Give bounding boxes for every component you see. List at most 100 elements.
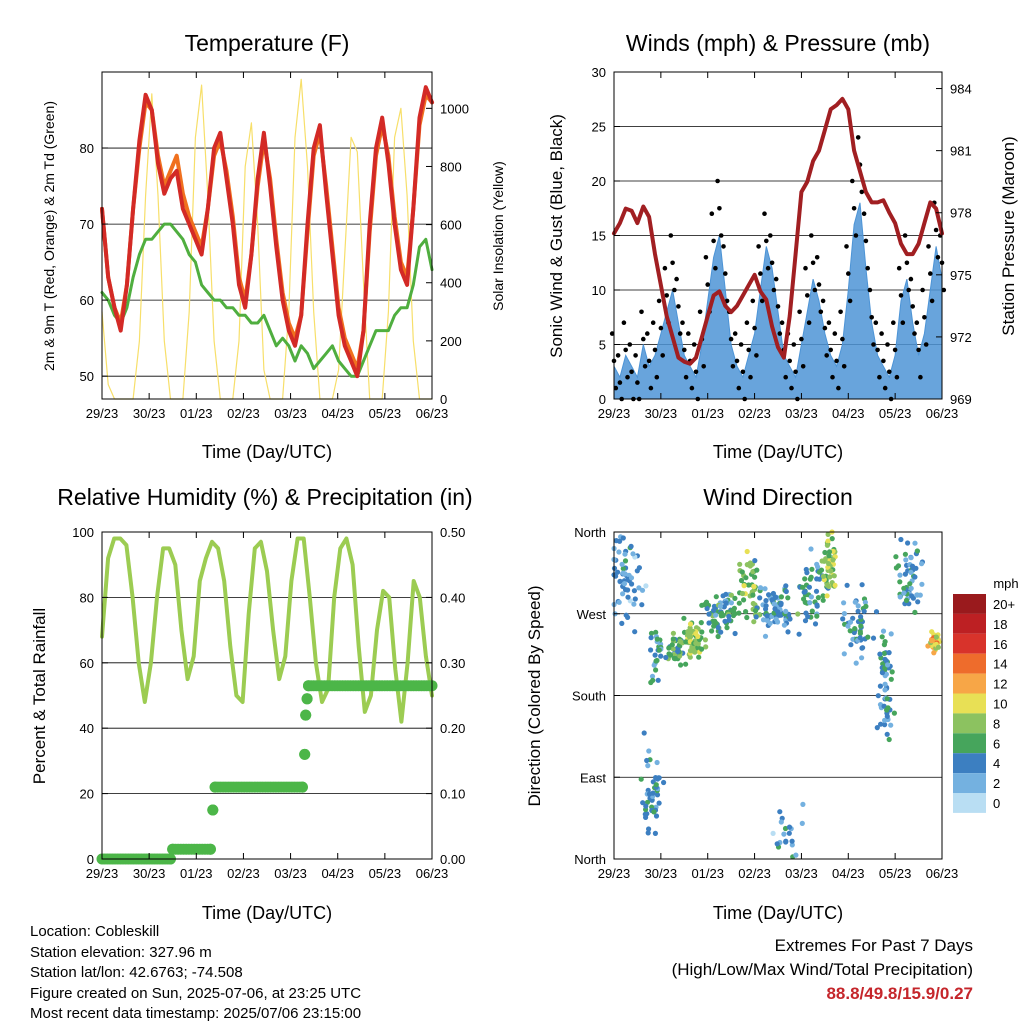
direction-point bbox=[643, 803, 649, 809]
x-tick-label: 05/23 bbox=[879, 866, 912, 881]
legend-swatch bbox=[953, 713, 986, 734]
x-tick-label: 01/23 bbox=[691, 866, 724, 881]
gust-point bbox=[689, 385, 695, 391]
direction-point bbox=[840, 616, 846, 622]
direction-point bbox=[789, 838, 795, 844]
station-elevation: Station elevation: 327.96 m bbox=[30, 943, 212, 961]
direction-point bbox=[908, 555, 914, 561]
legend-swatch bbox=[953, 793, 986, 813]
gust-point bbox=[711, 238, 716, 244]
gust-point bbox=[847, 298, 853, 304]
direction-point bbox=[781, 622, 788, 628]
direction-point bbox=[801, 596, 807, 602]
direction-point bbox=[620, 535, 626, 541]
direction-point bbox=[653, 658, 659, 664]
gust-point bbox=[656, 298, 662, 304]
y2-tick-label: 975 bbox=[950, 268, 972, 283]
direction-point bbox=[912, 574, 918, 580]
direction-point bbox=[695, 633, 701, 640]
gust-point bbox=[639, 309, 644, 315]
gust-point bbox=[822, 325, 828, 331]
legend-label: 2 bbox=[993, 776, 1000, 791]
direction-point bbox=[897, 579, 903, 585]
direction-point bbox=[778, 819, 784, 825]
direction-point bbox=[880, 628, 887, 634]
gust-point bbox=[613, 385, 619, 391]
temp-9m-line bbox=[100, 92, 434, 371]
direction-point bbox=[655, 677, 661, 683]
direction-point bbox=[783, 839, 789, 845]
direction-point bbox=[919, 581, 925, 587]
direction-point bbox=[762, 633, 769, 639]
direction-point bbox=[847, 628, 853, 634]
direction-point bbox=[723, 600, 729, 606]
y2-tick-label: 981 bbox=[950, 144, 972, 159]
direction-point bbox=[852, 599, 858, 605]
gust-point bbox=[824, 353, 829, 358]
x-tick-label: 05/23 bbox=[369, 406, 402, 421]
gust-point bbox=[844, 244, 849, 249]
direction-point bbox=[767, 620, 773, 626]
legend-swatch bbox=[953, 594, 986, 614]
direction-point bbox=[770, 590, 777, 597]
gust-point bbox=[836, 385, 841, 391]
gust-point bbox=[879, 331, 884, 336]
direction-point bbox=[881, 642, 888, 648]
gust-point bbox=[929, 298, 935, 304]
direction-point bbox=[728, 592, 735, 598]
direction-point bbox=[912, 540, 918, 546]
y2-tick-label: 984 bbox=[950, 82, 972, 97]
direction-point bbox=[743, 575, 749, 581]
direction-point bbox=[796, 631, 802, 637]
gust-point bbox=[885, 342, 890, 347]
direction-point bbox=[636, 565, 643, 571]
direction-point bbox=[825, 538, 831, 544]
gust-point bbox=[715, 178, 720, 184]
direction-point bbox=[898, 536, 904, 543]
direction-point bbox=[620, 591, 626, 597]
gust-point bbox=[764, 238, 769, 244]
gust-point bbox=[814, 254, 820, 260]
direction-point bbox=[699, 646, 705, 652]
direction-point bbox=[653, 667, 659, 673]
gust-point bbox=[635, 380, 640, 385]
gust-point bbox=[920, 287, 925, 293]
gust-point bbox=[896, 265, 902, 271]
direction-point bbox=[931, 650, 937, 656]
direction-point bbox=[873, 609, 880, 615]
direction-point bbox=[882, 717, 888, 724]
gust-point bbox=[754, 353, 759, 358]
direction-point bbox=[814, 602, 820, 608]
temperature-frame bbox=[101, 71, 433, 400]
direction-point bbox=[793, 852, 799, 858]
gust-point bbox=[861, 211, 867, 216]
gust-point bbox=[873, 320, 879, 326]
direction-point bbox=[616, 599, 622, 605]
gust-point bbox=[805, 293, 810, 298]
gust-point bbox=[803, 265, 808, 271]
direction-point bbox=[621, 581, 628, 587]
direction-point bbox=[907, 581, 913, 587]
temperature-title: Temperature (F) bbox=[185, 30, 350, 56]
direction-point bbox=[850, 615, 856, 621]
direction-point bbox=[841, 651, 847, 657]
gust-point bbox=[756, 244, 761, 249]
temp-2m-line bbox=[100, 85, 434, 379]
figure-created: Figure created on Sun, 2025-07-06, at 23… bbox=[30, 984, 362, 1002]
gust-point bbox=[686, 331, 691, 336]
gust-point bbox=[765, 265, 771, 271]
x-tick-label: 06/23 bbox=[416, 406, 449, 421]
gust-point bbox=[826, 320, 832, 326]
gust-point bbox=[787, 358, 792, 364]
direction-point bbox=[646, 826, 652, 832]
gust-point bbox=[863, 238, 869, 244]
gust-point bbox=[672, 287, 677, 293]
gust-point bbox=[738, 342, 744, 347]
direction-point bbox=[859, 655, 865, 661]
direction-point bbox=[693, 640, 699, 646]
direction-point bbox=[883, 658, 889, 664]
direction-point bbox=[893, 554, 899, 560]
direction-point bbox=[638, 776, 644, 782]
direction-point bbox=[903, 557, 909, 563]
legend-swatch bbox=[953, 733, 986, 754]
